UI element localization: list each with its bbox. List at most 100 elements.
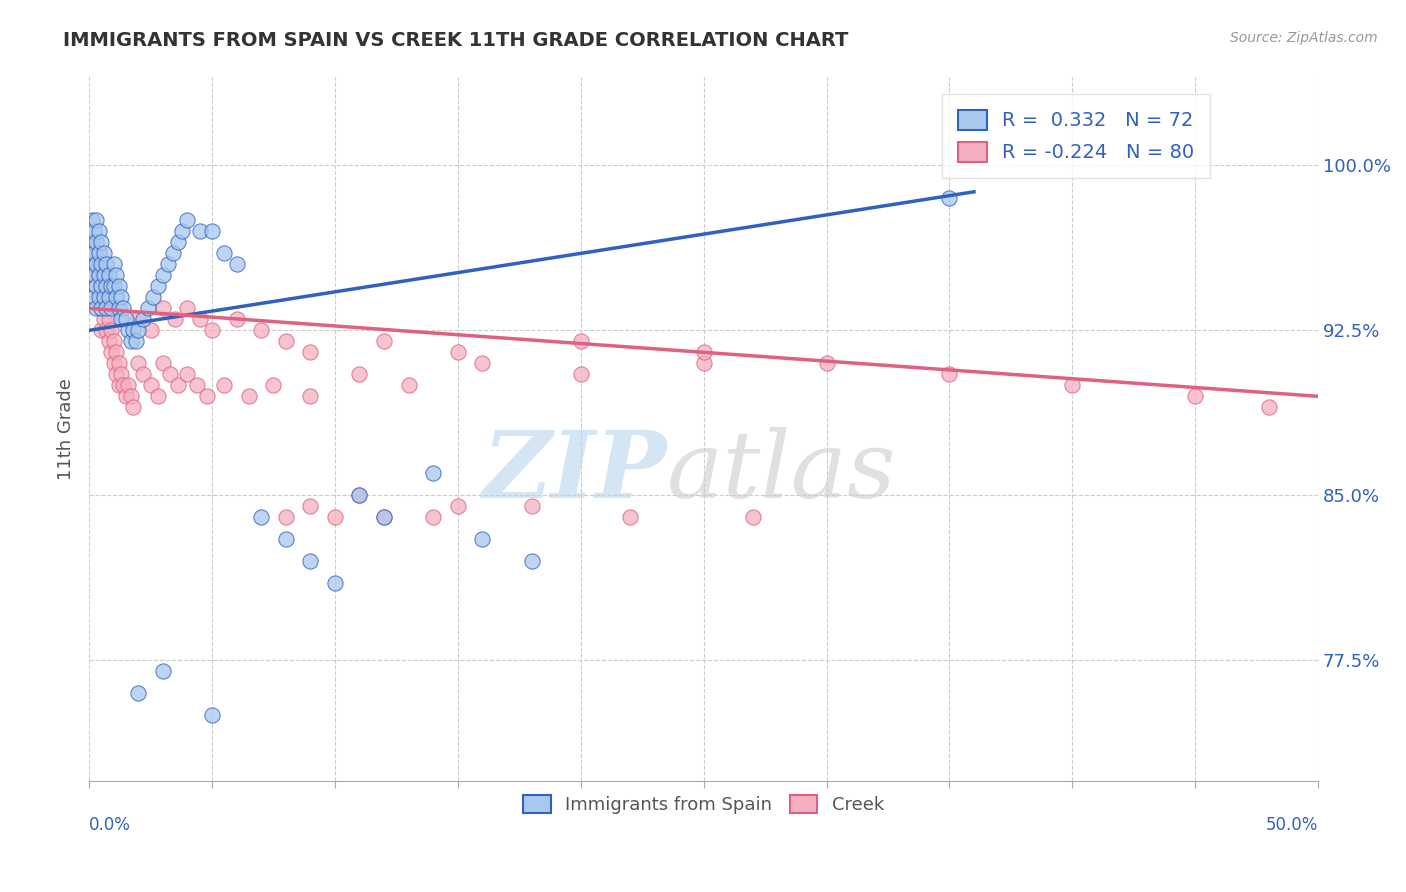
Point [90, 257, 112, 271]
Point [152, 301, 174, 316]
Point [166, 378, 188, 392]
Point [80, 257, 103, 271]
Point [1062, 378, 1084, 392]
Point [299, 345, 322, 359]
Text: 0.0%: 0.0% [89, 815, 131, 833]
Point [422, 510, 444, 524]
Point [142, 290, 165, 304]
Point [83, 290, 105, 304]
Point [127, 356, 149, 370]
Point [117, 323, 139, 337]
Point [87, 246, 110, 260]
Point [100, 323, 122, 337]
Point [83, 268, 105, 283]
Point [87, 268, 110, 283]
Point [122, 401, 145, 415]
Text: 50.0%: 50.0% [1265, 815, 1319, 833]
Point [90, 301, 112, 316]
Point [225, 257, 247, 271]
Point [96, 301, 118, 316]
Point [159, 368, 181, 382]
Point [349, 488, 371, 502]
Point [1184, 389, 1206, 403]
Point [86, 235, 108, 250]
Point [103, 356, 125, 370]
Point [176, 368, 198, 382]
Point [105, 345, 128, 359]
Point [110, 368, 132, 382]
Point [122, 323, 145, 337]
Point [373, 510, 395, 524]
Point [1258, 401, 1281, 415]
Point [186, 378, 208, 392]
Text: IMMIGRANTS FROM SPAIN VS CREEK 11TH GRADE CORRELATION CHART: IMMIGRANTS FROM SPAIN VS CREEK 11TH GRAD… [63, 31, 849, 50]
Point [127, 312, 149, 326]
Point [176, 301, 198, 316]
Point [152, 356, 174, 370]
Point [201, 323, 224, 337]
Point [90, 279, 112, 293]
Point [86, 257, 108, 271]
Point [373, 334, 395, 349]
Point [83, 268, 105, 283]
Point [471, 356, 494, 370]
Point [120, 334, 142, 349]
Point [127, 686, 149, 700]
Point [274, 533, 297, 547]
Point [692, 356, 714, 370]
Point [87, 268, 110, 283]
Point [152, 268, 174, 283]
Point [97, 312, 120, 326]
Point [938, 191, 960, 205]
Point [349, 488, 371, 502]
Point [741, 510, 763, 524]
Point [86, 279, 108, 293]
Legend: Immigrants from Spain, Creek: Immigrants from Spain, Creek [516, 788, 891, 822]
Point [90, 235, 112, 250]
Point [97, 334, 120, 349]
Point [195, 389, 218, 403]
Point [112, 378, 135, 392]
Point [373, 510, 395, 524]
Point [87, 224, 110, 238]
Point [115, 312, 138, 326]
Y-axis label: 11th Grade: 11th Grade [58, 378, 75, 480]
Point [105, 290, 128, 304]
Point [93, 290, 115, 304]
Point [162, 246, 184, 260]
Point [80, 213, 103, 227]
Point [471, 533, 494, 547]
Point [110, 290, 132, 304]
Point [166, 235, 188, 250]
Point [520, 554, 543, 568]
Point [83, 246, 105, 260]
Point [127, 323, 149, 337]
Point [274, 334, 297, 349]
Point [692, 345, 714, 359]
Point [225, 312, 247, 326]
Point [93, 246, 115, 260]
Point [80, 257, 103, 271]
Point [299, 554, 322, 568]
Point [110, 312, 132, 326]
Point [262, 378, 284, 392]
Point [165, 312, 187, 326]
Text: Source: ZipAtlas.com: Source: ZipAtlas.com [1230, 31, 1378, 45]
Point [132, 368, 155, 382]
Point [97, 290, 120, 304]
Point [112, 301, 135, 316]
Point [100, 345, 122, 359]
Point [103, 334, 125, 349]
Point [86, 213, 108, 227]
Point [569, 334, 592, 349]
Point [103, 279, 125, 293]
Point [93, 290, 115, 304]
Point [146, 389, 169, 403]
Point [105, 268, 128, 283]
Point [96, 301, 118, 316]
Point [86, 257, 108, 271]
Point [117, 378, 139, 392]
Point [139, 378, 162, 392]
Point [105, 368, 128, 382]
Point [93, 268, 115, 283]
